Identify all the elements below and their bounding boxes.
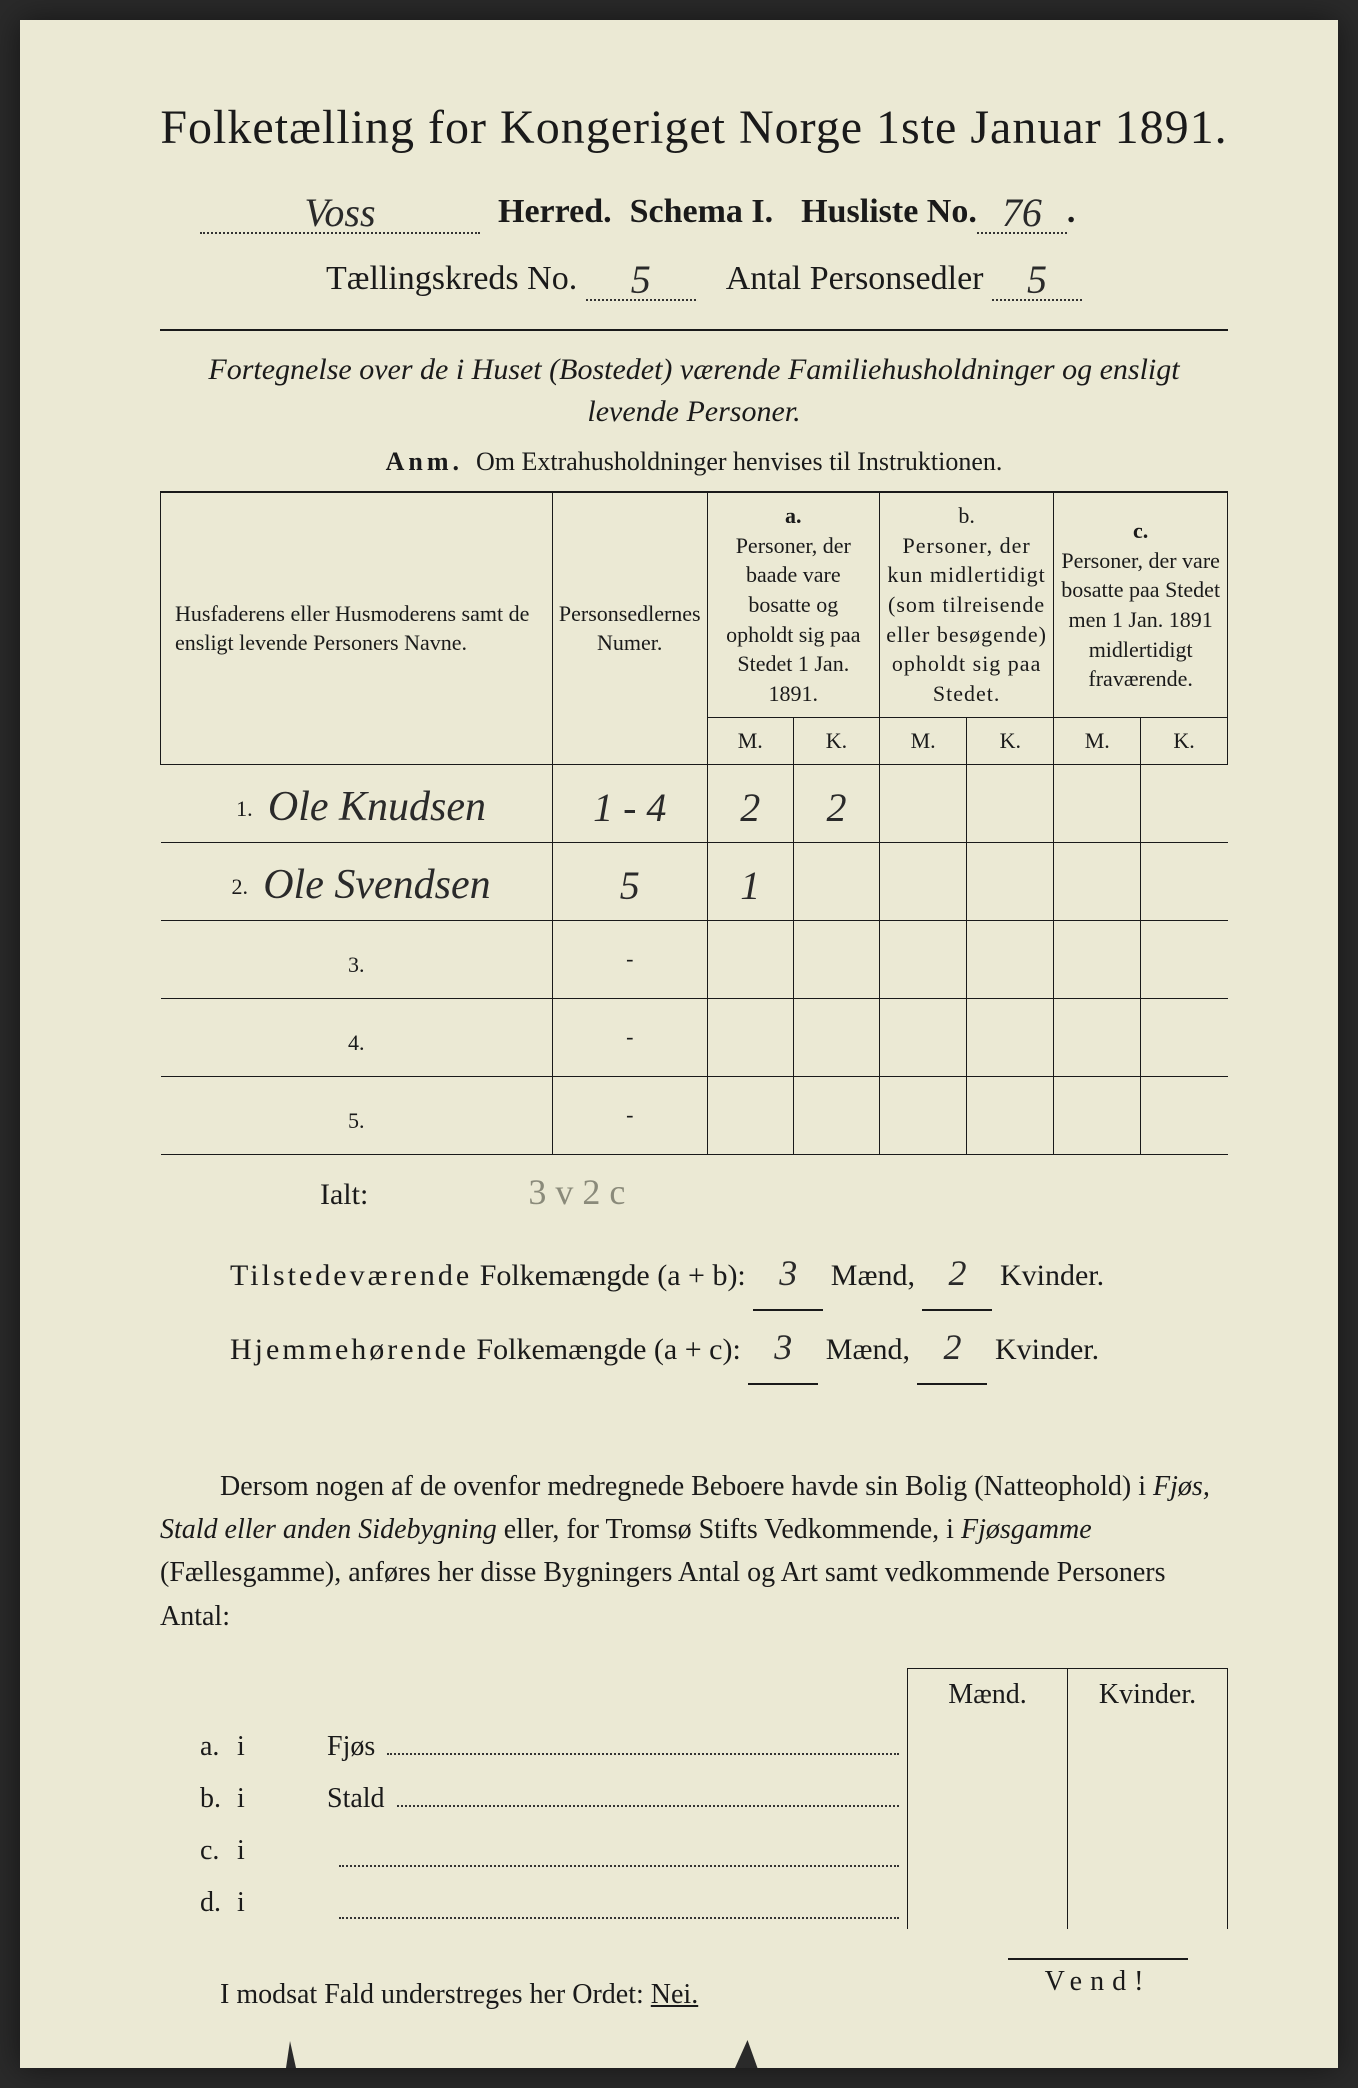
th-am: M.	[707, 717, 793, 764]
summary-line-2: Hjemmehørende Folkemængde (a + c): 3 Mæn…	[230, 1311, 1228, 1385]
th-ak: K.	[793, 717, 879, 764]
btm-row: c.i	[160, 1825, 1228, 1877]
vend-label: Vend!	[1008, 1958, 1188, 1998]
th-names: Husfaderens eller Husmoderens samt de en…	[161, 492, 553, 764]
btm-kvinder-header: Kvinder.	[1068, 1669, 1228, 1722]
sum2-m: 3	[774, 1327, 792, 1367]
table-row: 5. -	[161, 1076, 1228, 1154]
sum1-m: 3	[779, 1253, 797, 1293]
header-block: Voss Herred. Schema I. Husliste No. 76 .…	[200, 185, 1208, 301]
header-line-1: Voss Herred. Schema I. Husliste No. 76 .	[200, 185, 1208, 234]
sum1-k: 2	[948, 1253, 966, 1293]
table-row: 1. Ole Knudsen1 - 422	[161, 764, 1228, 842]
th-c: c. Personer, der vare bosatte paa Stedet…	[1054, 492, 1228, 717]
kreds-label: Tællingskreds No.	[326, 260, 577, 297]
anm-label: Anm.	[386, 447, 463, 476]
main-table: Husfaderens eller Husmoderens samt de en…	[160, 491, 1228, 1155]
page-tear	[720, 2040, 770, 2068]
anm-text: Om Extrahusholdninger henvises til Instr…	[476, 447, 1002, 476]
document-page: Folketælling for Kongeriget Norge 1ste J…	[20, 20, 1338, 2068]
th-bm: M.	[879, 717, 966, 764]
btm-row: d.i	[160, 1877, 1228, 1929]
nei-word: Nei.	[651, 1979, 698, 2010]
th-cm: M.	[1054, 717, 1141, 764]
ialt-row: Ialt: 3 v 2 c	[320, 1171, 1228, 1213]
subtitle: Fortegnelse over de i Huset (Bostedet) v…	[160, 349, 1228, 433]
th-bk: K.	[967, 717, 1054, 764]
sum2-k: 2	[943, 1327, 961, 1367]
btm-maend-header: Mænd.	[908, 1669, 1068, 1722]
husliste-value: 76	[1002, 190, 1042, 235]
table-row: 2. Ole Svendsen51	[161, 842, 1228, 920]
table-row: 4. -	[161, 998, 1228, 1076]
th-b: b. Personer, der kun midlertidigt (som t…	[879, 492, 1053, 717]
antal-value: 5	[1027, 257, 1047, 302]
bottom-paragraph: Dersom nogen af de ovenfor medregnede Be…	[160, 1465, 1228, 1639]
husliste-label: Husliste No.	[801, 193, 977, 231]
th-ck: K.	[1141, 717, 1228, 764]
divider	[160, 329, 1228, 331]
herred-value: Voss	[304, 190, 375, 235]
anm-line: Anm. Om Extrahusholdninger henvises til …	[160, 447, 1228, 477]
header-line-2: Tællingskreds No. 5 Antal Personsedler 5	[200, 252, 1208, 301]
summary-line-1: Tilstedeværende Folkemængde (a + b): 3 M…	[230, 1237, 1228, 1311]
kreds-value: 5	[631, 257, 651, 302]
antal-label: Antal Personsedler	[726, 260, 984, 297]
page-title: Folketælling for Kongeriget Norge 1ste J…	[160, 100, 1228, 155]
btm-row: a.iFjøs	[160, 1721, 1228, 1773]
th-num: Personsedlernes Numer.	[552, 492, 707, 764]
schema-label: Schema I.	[630, 193, 774, 231]
summary-block: Tilstedeværende Folkemængde (a + b): 3 M…	[230, 1237, 1228, 1385]
bottom-table: Mænd. Kvinder. a.iFjøsb.iStaldc.id.i	[160, 1668, 1228, 1929]
page-tear	[270, 2038, 310, 2068]
table-row: 3. -	[161, 920, 1228, 998]
herred-label: Herred.	[498, 193, 612, 231]
ialt-faint: 3 v 2 c	[528, 1171, 625, 1213]
btm-row: b.iStald	[160, 1773, 1228, 1825]
ialt-label: Ialt:	[320, 1178, 368, 1212]
th-a: a. Personer, der baade vare bosatte og o…	[707, 492, 879, 717]
